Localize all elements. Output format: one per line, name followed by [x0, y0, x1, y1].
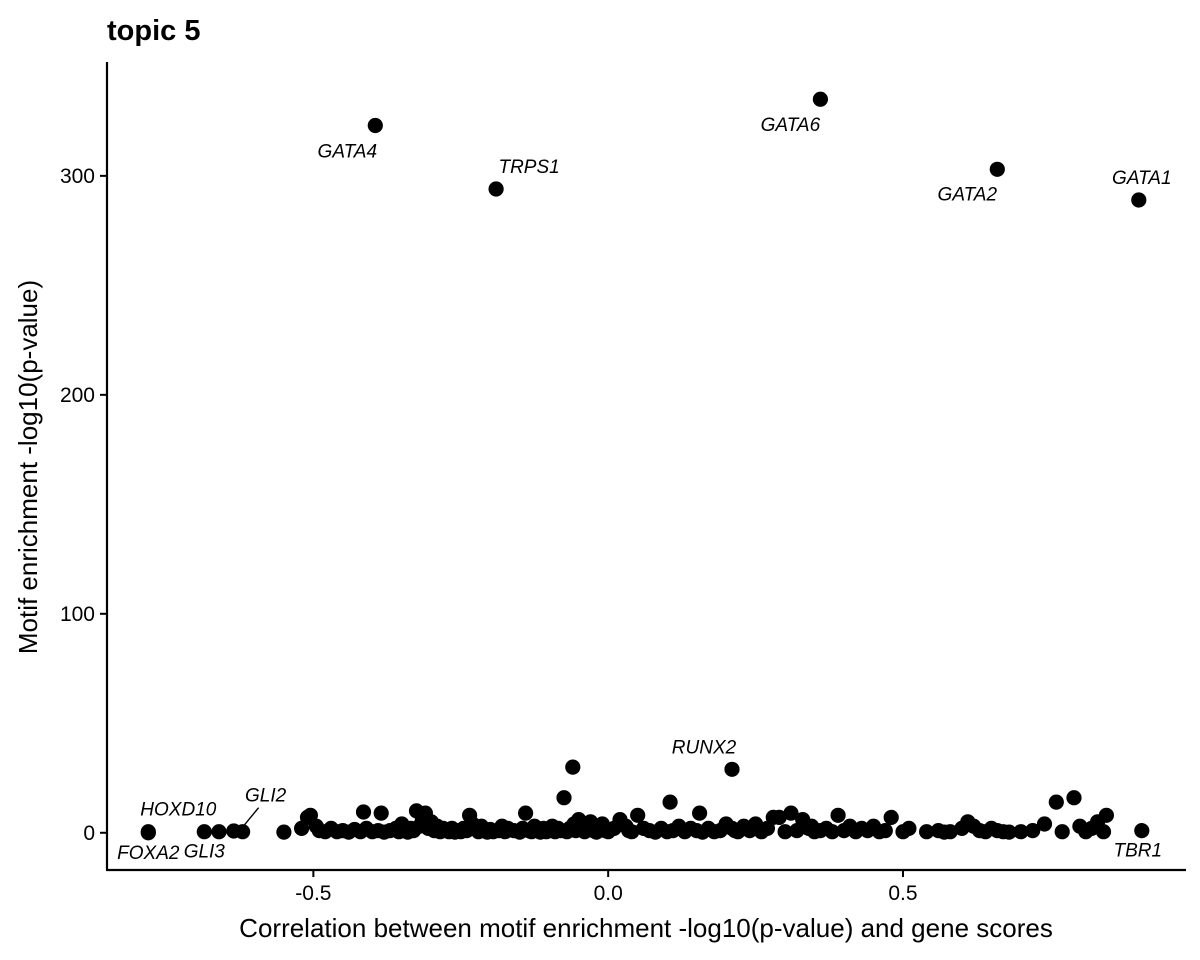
data-point — [355, 804, 372, 820]
data-point — [235, 824, 251, 840]
data-point — [565, 759, 581, 775]
data-point — [877, 823, 893, 839]
data-point — [662, 794, 678, 810]
x-tick-label: -0.5 — [295, 882, 331, 905]
y-tick-label: 300 — [60, 165, 95, 188]
data-point — [196, 824, 212, 840]
data-point — [1036, 816, 1053, 832]
point-label: GLI2 — [245, 786, 287, 807]
point-label: GATA6 — [761, 115, 821, 136]
point-label: GATA1 — [1112, 168, 1171, 189]
point-label: TRPS1 — [498, 157, 559, 178]
y-tick-label: 0 — [83, 822, 95, 845]
data-point — [211, 824, 227, 840]
chart-title: topic 5 — [107, 15, 200, 47]
data-point — [276, 824, 292, 840]
data-point — [724, 761, 740, 777]
data-point — [1134, 823, 1150, 839]
data-point — [777, 824, 793, 840]
data-point — [1054, 824, 1070, 840]
axes — [105, 62, 1186, 872]
point-label: TBR1 — [1114, 841, 1163, 862]
point-label: GATA2 — [938, 184, 998, 205]
data-point — [1025, 823, 1041, 839]
data-point — [989, 161, 1005, 177]
point-label: RUNX2 — [672, 737, 737, 758]
data-point — [373, 805, 389, 821]
data-point — [830, 807, 846, 823]
y-tick-label: 100 — [60, 603, 95, 626]
data-point — [556, 790, 572, 806]
data-point — [1048, 794, 1064, 810]
data-point — [1098, 807, 1114, 823]
point-label: HOXD10 — [140, 800, 216, 821]
data-point — [692, 805, 708, 821]
data-point — [883, 809, 899, 826]
data-point — [1095, 824, 1112, 840]
data-point — [771, 809, 787, 826]
data-point — [624, 824, 640, 840]
label-leader-line — [244, 807, 260, 826]
y-tick-label: 200 — [60, 384, 95, 407]
data-point — [630, 807, 646, 823]
data-point — [783, 805, 799, 821]
point-label: GATA4 — [318, 142, 377, 163]
x-axis-title: Correlation between motif enrichment -lo… — [239, 913, 1053, 943]
data-point — [140, 825, 156, 841]
data-point — [1066, 790, 1082, 806]
data-point — [812, 91, 829, 107]
data-point — [1131, 192, 1147, 208]
data-point — [901, 820, 917, 837]
data-point — [367, 117, 383, 134]
y-axis-title: Motif enrichment -log10(p-value) — [13, 280, 43, 654]
data-point — [1001, 824, 1017, 840]
data-point — [942, 824, 958, 840]
data-point — [488, 181, 504, 197]
data-point — [1013, 824, 1029, 840]
data-point — [919, 824, 935, 840]
data-point — [518, 805, 534, 821]
point-labels: GATA6 GATA4 GATA2 TRPS1 GATA1 RUNX2 HOXD10 FOXA… — [117, 115, 1171, 864]
data-points — [140, 91, 1150, 841]
ticks: -0.5 0.0 0.5 0 100 200 300 — [60, 165, 918, 905]
data-point — [824, 824, 840, 840]
x-tick-label: 0.0 — [594, 882, 623, 905]
point-label: GLI3 — [184, 842, 226, 863]
x-tick-label: 0.5 — [888, 882, 917, 905]
point-label: FOXA2 — [117, 843, 180, 864]
